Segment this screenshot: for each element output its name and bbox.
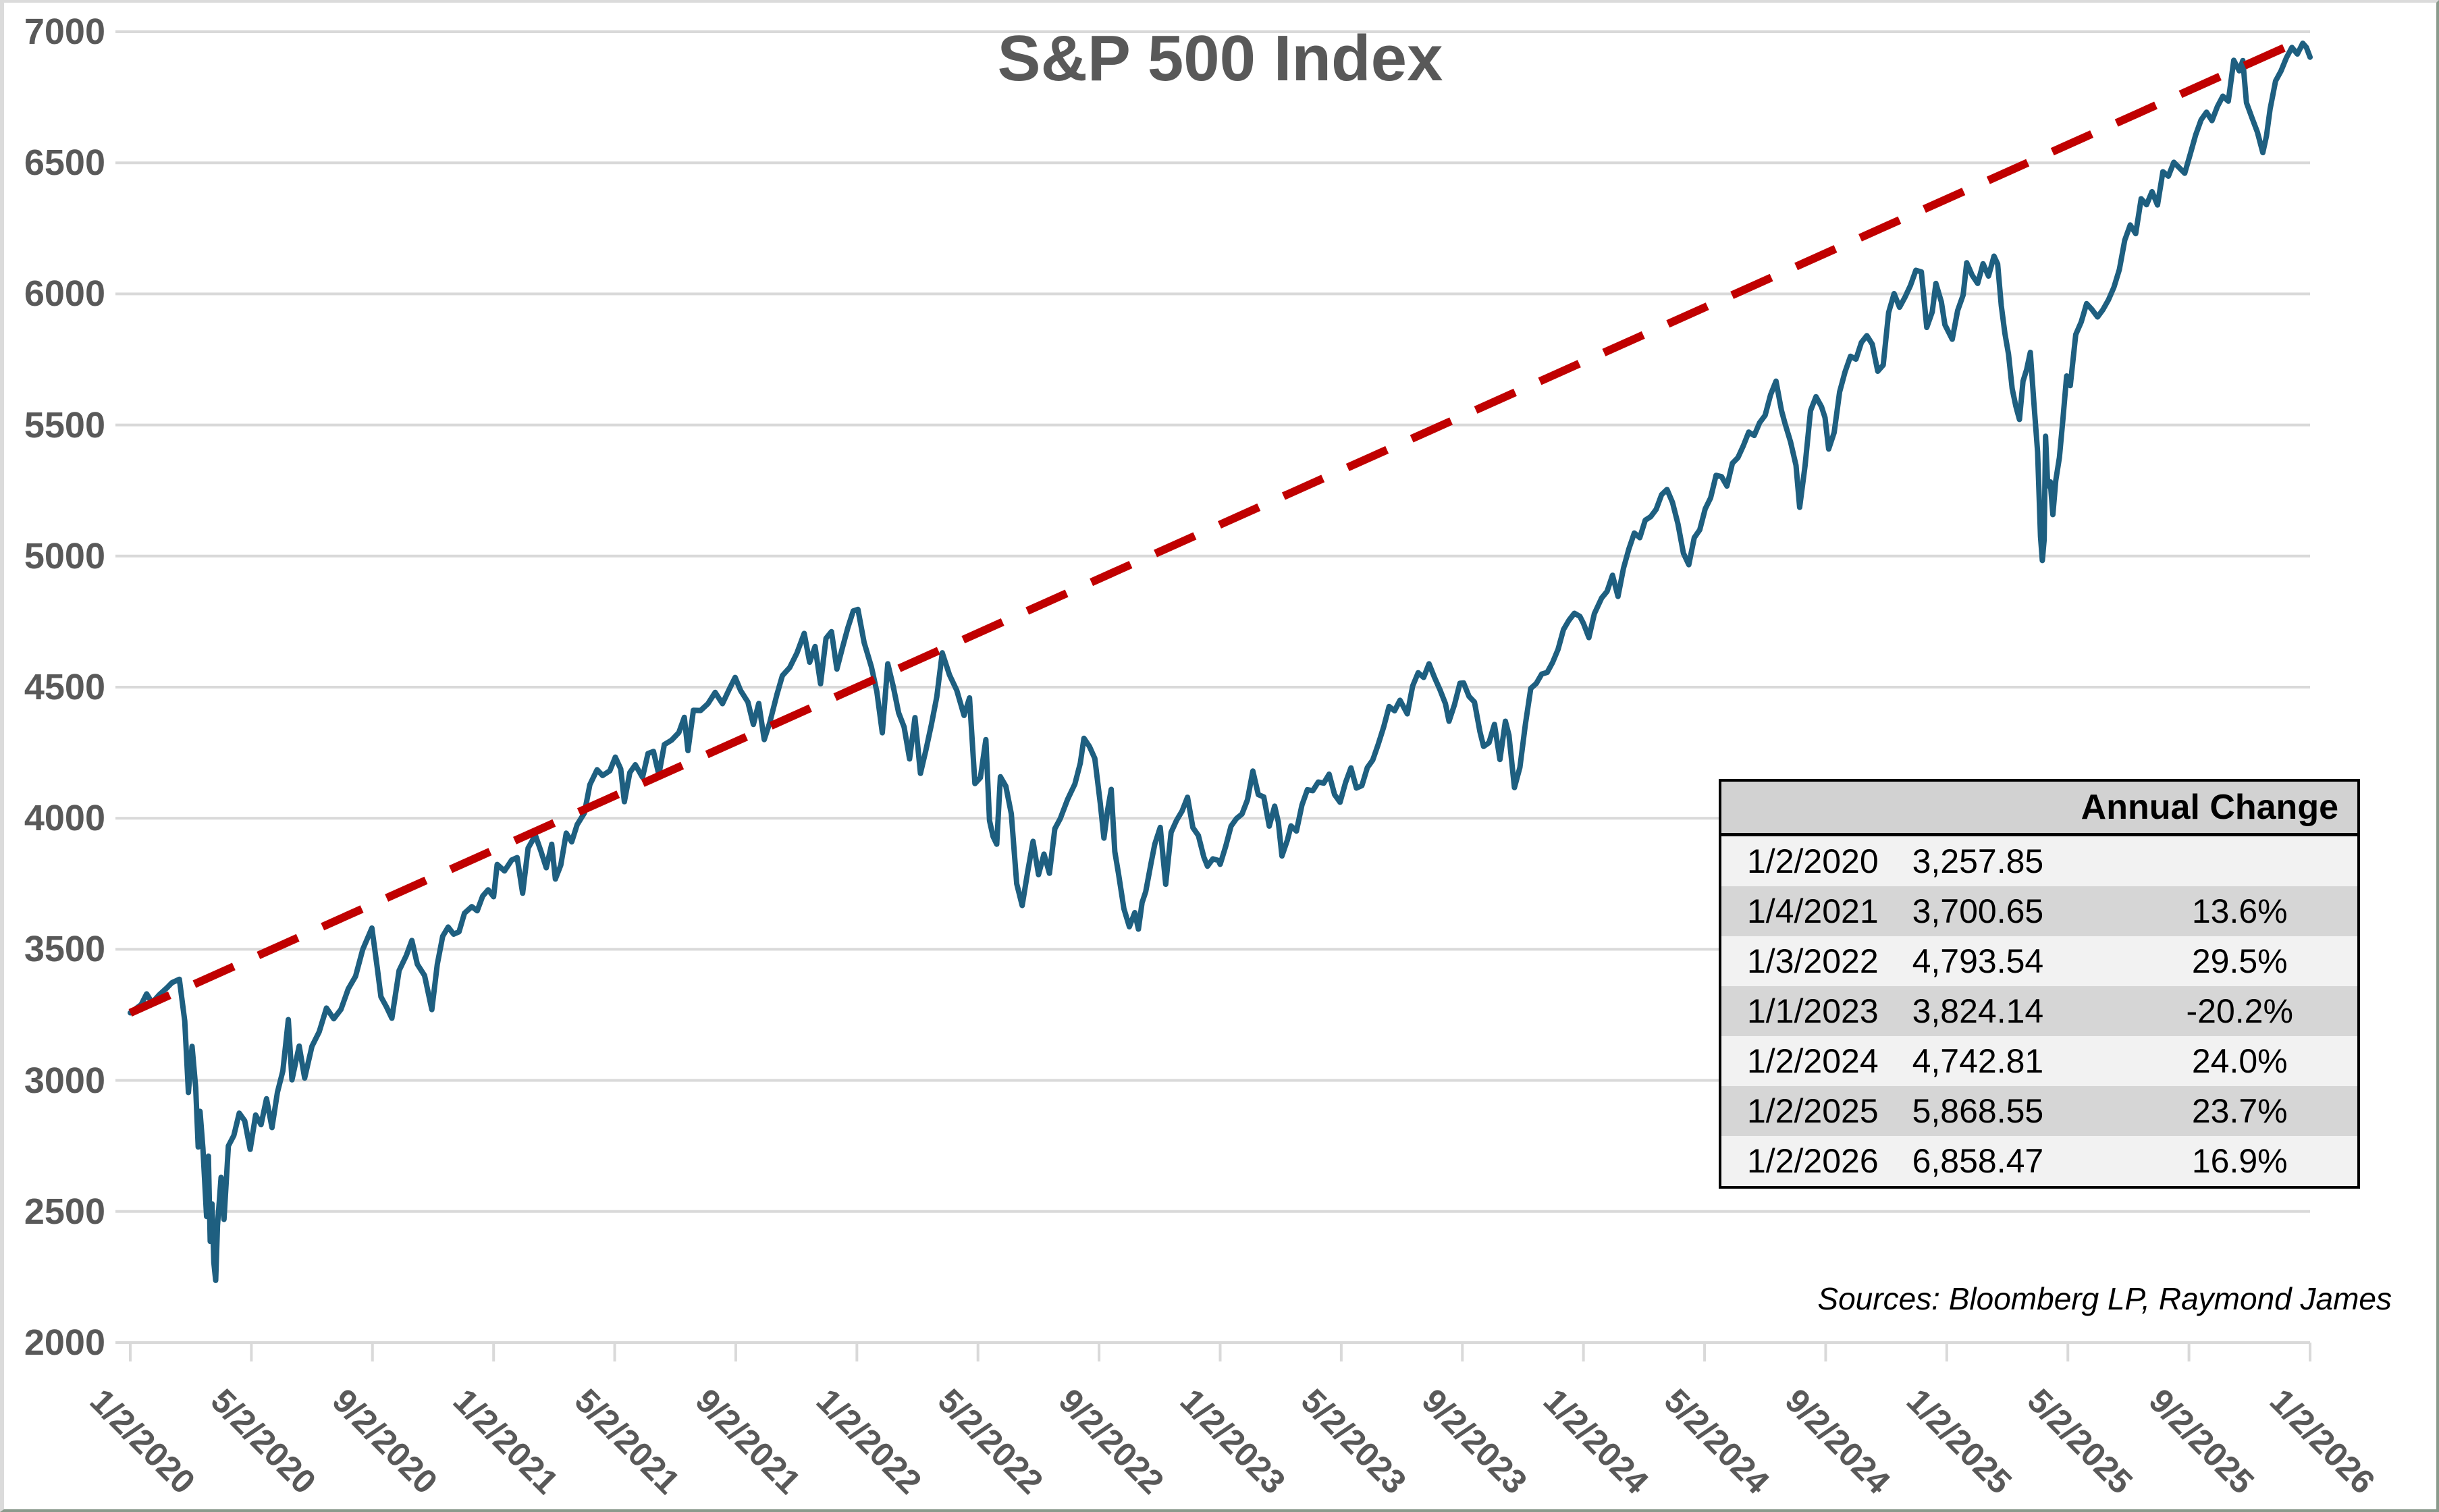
table-row: 1/1/2023 3,824.14 -20.2% [1721,986,2357,1036]
table-cell-value: 3,257.85 [1912,842,2044,880]
table-row: 1/4/2021 3,700.65 13.6% [1721,886,2357,936]
table-cell-value: 6,858.47 [1912,1142,2044,1180]
table-cell-value: 4,742.81 [1912,1042,2044,1080]
table-row: 1/2/2024 4,742.81 24.0% [1721,1036,2357,1086]
table-cell-change: 16.9% [2191,1142,2288,1180]
y-tick-label: 3000 [24,1060,105,1101]
table-cell-value: 3,824.14 [1912,992,2044,1030]
table-cell-change: -20.2% [2186,992,2293,1030]
sources-note: Sources: Bloomberg LP, Raymond James [1817,1281,2392,1316]
y-tick-label: 5500 [24,404,105,446]
table-cell-change: 13.6% [2191,892,2288,930]
y-tick-label: 4000 [24,798,105,839]
table-cell-date: 1/2/2025 [1747,1092,1879,1130]
table-cell-date: 1/3/2022 [1747,942,1879,980]
y-tick-label: 2500 [24,1191,105,1232]
chart-title: S&P 500 Index [997,22,1443,94]
table-cell-change: 29.5% [2191,942,2288,980]
table-row: 1/3/2022 4,793.54 29.5% [1721,936,2357,986]
table-cell-date: 1/2/2024 [1747,1042,1879,1080]
table-row: 1/2/2025 5,868.55 23.7% [1721,1086,2357,1136]
plot-area [115,30,2313,1361]
price-line [128,40,2313,1283]
table-cell-date: 1/1/2023 [1747,992,1879,1030]
table-row: 1/2/2026 6,858.47 16.9% [1721,1136,2357,1186]
table-body: 1/2/2020 3,257.85 1/4/2021 3,700.65 13.6% 1/3… [1721,836,2357,1186]
y-tick-label: 7000 [24,11,105,52]
table-cell-value: 4,793.54 [1912,942,2044,980]
table-cell-date: 1/2/2026 [1747,1142,1879,1180]
table-cell-date: 1/4/2021 [1747,892,1879,930]
y-tick-label: 6000 [24,273,105,315]
y-tick-label: 5000 [24,535,105,576]
y-tick-label: 4500 [24,667,105,707]
y-tick-label: 3500 [24,929,105,970]
y-tick-label: 6500 [24,142,105,184]
table-cell-change [2122,836,2357,886]
table-header: Annual Change [1721,782,2357,836]
table-row: 1/2/2020 3,257.85 [1721,836,2357,886]
table-cell-change: 23.7% [2191,1092,2288,1130]
annual-change-table: Annual Change 1/2/2020 3,257.85 1/4/2021 3,… [1719,779,2360,1189]
table-cell-value: 5,868.55 [1912,1092,2044,1130]
table-cell-value: 3,700.65 [1912,892,2044,930]
trend-line [128,38,2297,1017]
table-cell-date: 1/2/2020 [1747,842,1879,880]
table-cell-change: 24.0% [2191,1042,2288,1080]
y-tick-label: 2000 [24,1322,105,1363]
